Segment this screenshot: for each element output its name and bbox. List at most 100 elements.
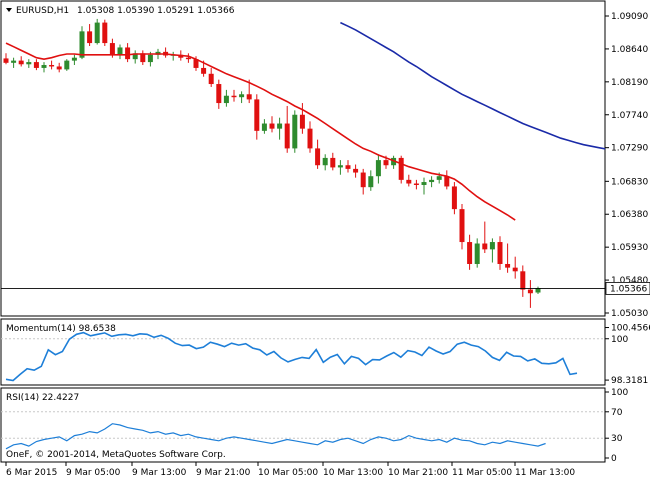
candle-body xyxy=(535,288,541,293)
candle-body xyxy=(11,60,17,63)
candle-body xyxy=(292,114,298,149)
candle-body xyxy=(231,95,237,98)
moving-averages xyxy=(5,21,605,221)
candle-body xyxy=(41,65,47,68)
price-tick-label: 1.06380 xyxy=(611,210,648,220)
candle-body xyxy=(353,168,359,173)
candle-body xyxy=(375,160,381,177)
time-tick-label: 10 Mar 13:00 xyxy=(323,468,383,478)
momentum-tick-label: 100.4566 xyxy=(611,324,650,334)
price-tick-label: 1.05030 xyxy=(611,309,648,319)
momentum-line xyxy=(5,331,578,382)
price-tick-label: 1.05930 xyxy=(611,243,648,253)
copyright-text: OneF, © 2001-2014, MetaQuotes Software C… xyxy=(6,450,226,460)
candle-body xyxy=(94,22,100,44)
candle-body xyxy=(482,243,488,250)
candle-body xyxy=(406,179,412,184)
candle-body xyxy=(261,123,267,131)
price-y-axis: 1.09090 1.08640 1.08190 1.07740 1.07290 1.068… xyxy=(605,12,648,319)
candle-body xyxy=(421,182,427,185)
candle-body xyxy=(223,95,229,104)
candle-body xyxy=(147,54,153,63)
chart-ohlc: 1.05308 1.05390 1.05291 1.05366 xyxy=(77,6,235,16)
candle-body xyxy=(444,176,450,187)
candle-body xyxy=(18,60,24,65)
candle-body xyxy=(527,289,533,294)
candle-body xyxy=(436,176,442,180)
candle-body xyxy=(467,242,473,264)
time-tick-label: 11 Mar 05:00 xyxy=(452,468,512,478)
candle-body xyxy=(360,172,366,188)
dropdown-triangle-icon[interactable] xyxy=(6,8,12,12)
candle-body xyxy=(216,84,222,104)
candle-body xyxy=(87,31,93,44)
candle-body xyxy=(26,62,32,65)
candle-body xyxy=(489,242,495,250)
candle-body xyxy=(322,157,328,166)
candle-body xyxy=(246,94,252,100)
price-tick-label: 1.06830 xyxy=(611,177,648,187)
rsi-tick-label: 0 xyxy=(611,454,617,464)
candle-body xyxy=(56,66,62,70)
candle-body xyxy=(117,47,123,55)
candle-body xyxy=(269,123,275,129)
candle-body xyxy=(185,57,191,60)
time-tick-label: 9 Mar 05:00 xyxy=(66,468,121,478)
price-tick-label: 1.07290 xyxy=(611,144,648,154)
candle-body xyxy=(254,99,260,131)
momentum-label: Momentum(14) 98.6538 xyxy=(6,324,116,334)
candle-body xyxy=(109,43,115,55)
candle-body xyxy=(140,53,146,63)
candle-body xyxy=(451,186,457,210)
time-tick-label: 11 Mar 13:00 xyxy=(515,468,575,478)
rsi-tick-label: 100 xyxy=(611,388,628,398)
candle-body xyxy=(102,22,108,44)
candle-body xyxy=(71,57,77,61)
price-tick-label: 1.07740 xyxy=(611,111,648,121)
candle-body xyxy=(383,160,389,166)
rsi-pane-frame xyxy=(0,387,606,463)
candle-body xyxy=(497,242,503,264)
time-tick-label: 9 Mar 21:00 xyxy=(196,468,251,478)
chart-symbol: EURUSD,H1 xyxy=(16,6,69,16)
price-tick-label: 1.09090 xyxy=(611,12,648,22)
candle-body xyxy=(459,209,465,243)
ma-fast-line xyxy=(5,42,516,221)
candle-body xyxy=(429,179,435,183)
momentum-tick-label: 98.3181 xyxy=(611,376,648,386)
current-price-tag xyxy=(605,282,650,295)
time-tick-label: 10 Mar 21:00 xyxy=(388,468,448,478)
rsi-line xyxy=(5,423,546,450)
candle-body xyxy=(193,59,199,68)
candle-body xyxy=(64,60,70,70)
candle-body xyxy=(49,65,55,67)
oscillator-lines xyxy=(5,331,578,450)
rsi-tick-label: 30 xyxy=(611,434,623,444)
candle-body xyxy=(284,123,290,149)
candle-body xyxy=(330,157,336,168)
current-price-value: 1.05366 xyxy=(610,284,647,294)
candle-body xyxy=(208,73,214,85)
momentum-pane-frame xyxy=(0,318,606,386)
price-pane-frame xyxy=(0,0,606,317)
candle-body xyxy=(520,271,526,290)
price-tick-label: 1.08190 xyxy=(611,78,648,88)
candle-body xyxy=(3,58,9,63)
candle-body xyxy=(368,176,374,188)
candle-body xyxy=(299,114,305,129)
candlesticks xyxy=(3,18,541,308)
price-tick-label: 1.05480 xyxy=(611,276,648,286)
candle-body xyxy=(132,53,138,60)
candle-body xyxy=(307,128,313,149)
candle-body xyxy=(33,62,39,68)
momentum-tick-label: 100 xyxy=(611,335,628,345)
candle-body xyxy=(337,165,343,168)
time-tick-label: 10 Mar 05:00 xyxy=(258,468,318,478)
time-axis: 6 Mar 2015 9 Mar 05:00 9 Mar 13:00 9 Mar 21… xyxy=(5,462,575,478)
candle-body xyxy=(505,263,511,268)
rsi-label: RSI(14) 22.4227 xyxy=(6,393,79,403)
candle-body xyxy=(315,148,321,166)
candle-body xyxy=(239,94,245,98)
